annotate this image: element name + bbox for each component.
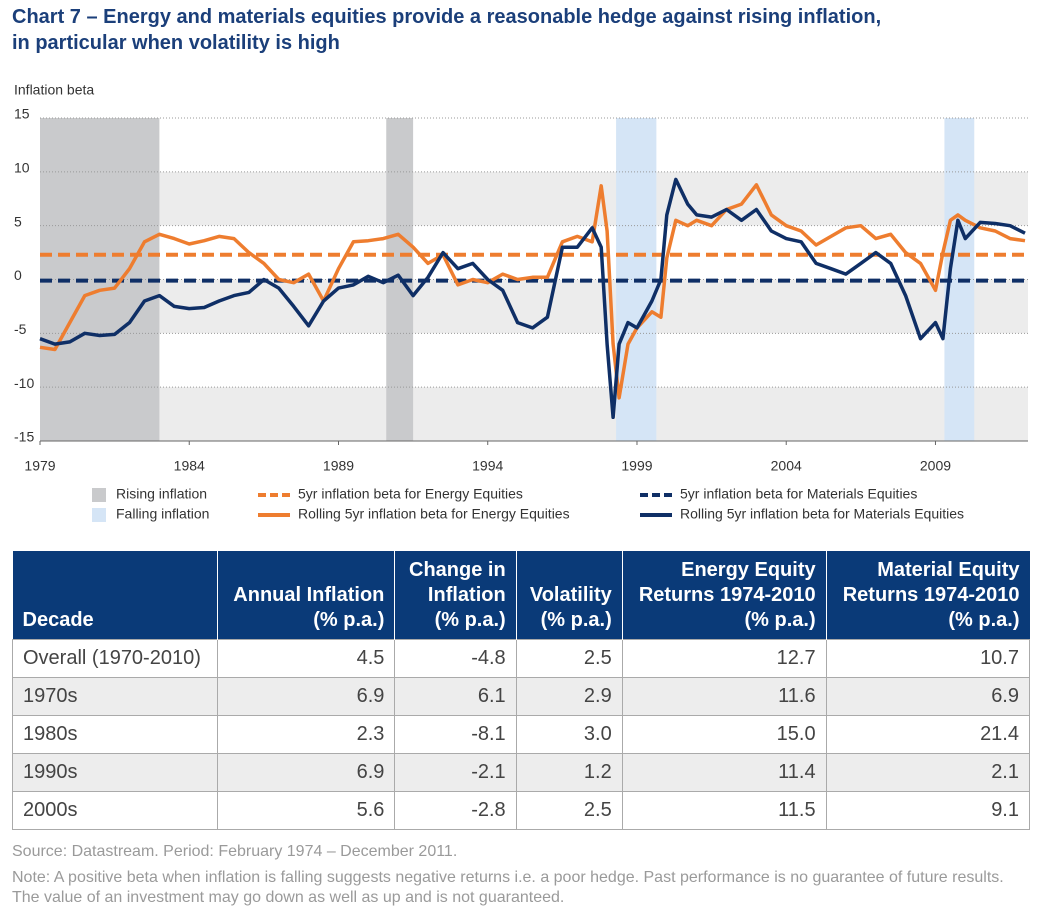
table-cell: 10.7 (825, 639, 1031, 678)
table-row: 1980s 2.3 -8.1 3.0 15.0 21.4 (12, 715, 1031, 754)
title-line: in particular when volatility is high (12, 32, 340, 54)
table-cell: 6.1 (394, 677, 517, 716)
table-cell: -8.1 (394, 715, 517, 754)
header-cell: Volatility (% p.a.) (515, 551, 623, 640)
legend-label: Falling inflation (116, 506, 209, 522)
table-row: 1990s 6.9 -2.1 1.2 11.4 2.1 (12, 753, 1031, 792)
title-line: Chart 7 – Energy and materials equities … (12, 6, 882, 28)
series-line (39, 177, 1026, 420)
table-cell: 6.9 (216, 753, 396, 792)
table-cell: 1.2 (515, 753, 623, 792)
table-cell: 6.9 (216, 677, 396, 716)
note: Note: A positive beta when inflation is … (12, 869, 1004, 906)
x-tick-label: 1989 (323, 458, 354, 474)
table-cell: 5.6 (216, 791, 396, 830)
background-band (40, 118, 1028, 172)
x-tick-label: 1979 (24, 458, 55, 474)
background-band (40, 387, 1028, 441)
table-cell: 11.6 (621, 677, 827, 716)
table-cell: 2.5 (515, 639, 623, 678)
table-cell: 1980s (12, 715, 218, 754)
y-tick-label: -15 (14, 429, 34, 445)
legend-label: Rolling 5yr inflation beta for Materials… (680, 506, 964, 522)
table-cell: 11.5 (621, 791, 827, 830)
table-cell: -4.8 (394, 639, 517, 678)
y-tick-label: -5 (14, 321, 27, 337)
header-cell: Decade (12, 551, 218, 640)
table-cell: -2.1 (394, 753, 517, 792)
legend-label: 5yr inflation beta for Energy Equities (298, 486, 523, 502)
x-tick-label: 1984 (174, 458, 205, 474)
table-cell: 3.0 (515, 715, 623, 754)
table-cell: 21.4 (825, 715, 1031, 754)
table-cell: 15.0 (621, 715, 827, 754)
header-cell: Change in Inflation (% p.a.) (394, 551, 517, 640)
table-cell: 2.1 (825, 753, 1031, 792)
table-cell: 1990s (12, 753, 218, 792)
table-row: 2000s 5.6 -2.8 2.5 11.5 9.1 (12, 791, 1031, 830)
legend-label: Rolling 5yr inflation beta for Energy Eq… (298, 506, 570, 522)
header-cell: Energy Equity Returns 1974-2010 (% p.a.) (621, 551, 827, 640)
x-tick-label: 1999 (621, 458, 652, 474)
chart-title: Chart 7 – Energy and materials equities … (12, 4, 881, 56)
y-axis-label: Inflation beta (14, 82, 94, 98)
background-band (40, 333, 1028, 388)
table-cell: 2.5 (515, 791, 623, 830)
background-band (40, 171, 1028, 226)
table-row: 1970s 6.9 6.1 2.9 11.6 6.9 (12, 677, 1031, 716)
table-cell: 2000s (12, 791, 218, 830)
legend-swatch (92, 508, 106, 522)
table-cell: 9.1 (825, 791, 1031, 830)
table-cell: 2.9 (515, 677, 623, 716)
source: Source: Datastream. Period: February 197… (12, 843, 458, 860)
legend-label: Rising inflation (116, 486, 207, 502)
y-tick-label: -10 (14, 375, 34, 391)
x-tick-label: 2004 (771, 458, 802, 474)
x-tick-label: 1994 (472, 458, 503, 474)
table-cell: 2.3 (216, 715, 396, 754)
table-cell: 4.5 (216, 639, 396, 678)
y-tick-label: 10 (14, 160, 30, 176)
table-cell: 11.4 (621, 753, 827, 792)
table-cell: 12.7 (621, 639, 827, 678)
table-cell: 6.9 (825, 677, 1031, 716)
x-tick-label: 2009 (920, 458, 951, 474)
table-cell: -2.8 (394, 791, 517, 830)
header-cell: Annual Inflation (% p.a.) (216, 551, 395, 640)
background-band (40, 225, 1028, 280)
table-cell: Overall (1970-2010) (12, 639, 218, 678)
y-tick-label: 0 (14, 267, 22, 283)
legend-swatch (92, 488, 106, 502)
header-row: Decade Annual Inflation (% p.a.) Change in… (12, 551, 1030, 640)
y-tick-label: 15 (14, 106, 30, 122)
header-cell: Material Equity Returns 1974-2010 (% p.a… (825, 551, 1030, 640)
table-row: Overall (1970-2010) 4.5 -4.8 2.5 12.7 10.7 (12, 639, 1031, 678)
legend-label: 5yr inflation beta for Materials Equitie… (680, 486, 917, 502)
data-table: Decade Annual Inflation (% p.a.) Change in… (12, 551, 1031, 830)
chart: Inflation beta -15 -10 -5 0 5 10 15 1979 1984 198… (14, 82, 1028, 522)
table-cell: 1970s (12, 677, 218, 716)
y-tick-label: 5 (14, 213, 22, 229)
